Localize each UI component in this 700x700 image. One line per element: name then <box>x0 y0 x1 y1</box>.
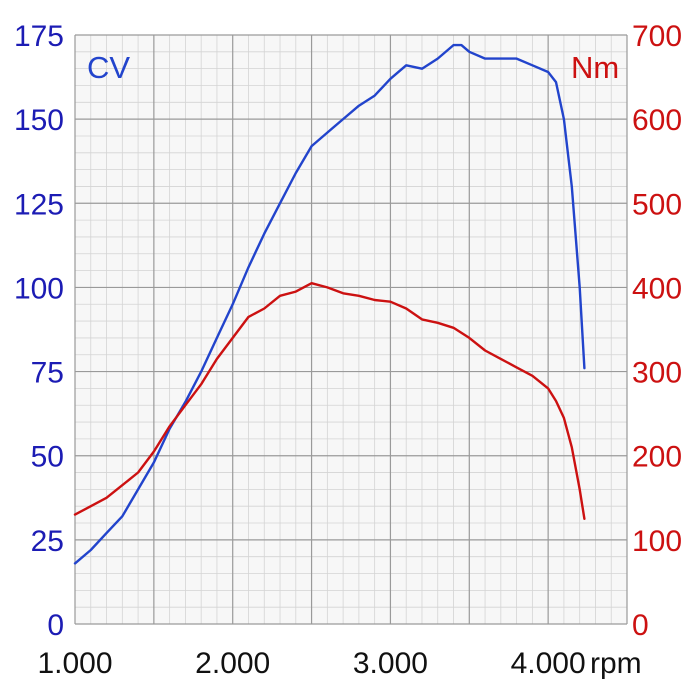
plot-background <box>75 35 627 624</box>
right-tick-label: 100 <box>632 525 682 558</box>
right-tick-label: 0 <box>632 609 649 642</box>
x-tick-label: 1.000 <box>37 647 112 680</box>
left-tick-label: 75 <box>31 357 64 390</box>
left-tick-label: 125 <box>14 188 64 221</box>
left-axis-ticks: 0 25 50 75 100 125 150 175 <box>14 20 64 642</box>
left-tick-label: 150 <box>14 104 64 137</box>
right-tick-label: 600 <box>632 104 682 137</box>
right-tick-label: 200 <box>632 441 682 474</box>
left-tick-label: 100 <box>14 272 64 305</box>
right-tick-label: 400 <box>632 272 682 305</box>
left-tick-label: 50 <box>31 441 64 474</box>
grid-major <box>74 34 628 625</box>
right-tick-label: 500 <box>632 188 682 221</box>
right-axis-ticks: 0 100 200 300 400 500 600 700 <box>632 20 682 642</box>
right-tick-label: 300 <box>632 357 682 390</box>
right-axis-label: Nm <box>571 50 619 85</box>
x-axis-unit: rpm <box>590 647 642 680</box>
series-layer <box>73 43 586 565</box>
x-tick-label: 3.000 <box>353 647 428 680</box>
series-line-torque-nm <box>73 282 586 520</box>
right-tick-label: 700 <box>632 20 682 53</box>
x-axis-ticks: 1.000 2.000 3.000 4.000 <box>37 647 585 680</box>
x-tick-label: 2.000 <box>195 647 270 680</box>
left-tick-label: 0 <box>47 609 64 642</box>
series-line-power-cv <box>73 43 586 565</box>
left-axis-label: CV <box>87 50 130 85</box>
x-tick-label: 4.000 <box>511 647 586 680</box>
left-tick-label: 25 <box>31 525 64 558</box>
left-tick-label: 175 <box>14 20 64 53</box>
grid-minor <box>75 35 627 624</box>
